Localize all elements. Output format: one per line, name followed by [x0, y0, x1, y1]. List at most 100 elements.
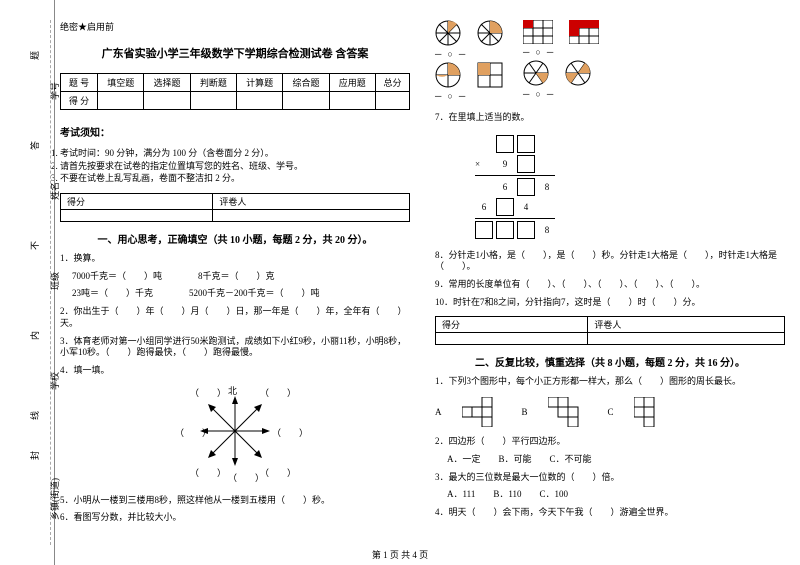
s2-question-2: 2．四边形（ ）平行四边形。 [435, 436, 785, 448]
gutter-mark: 线 [28, 411, 41, 420]
question-2: 2．你出生于（ ）年（ ）月（ ）日，那一年是（ ）年，全年有（ ）天。 [60, 306, 410, 329]
gutter-mark: 内 [28, 331, 41, 340]
compass-blank: （ ） [190, 466, 226, 479]
polyomino-icon [634, 397, 666, 427]
notice-item: 考试时间：90 分钟，满分为 100 分（含卷面分 2 分）。 [60, 148, 410, 160]
question-1: 1．换算。 [60, 253, 410, 265]
compare-symbol: ○ [535, 47, 540, 57]
exam-title: 广东省实验小学三年级数学下学期综合检测试卷 含答案 [60, 45, 410, 61]
option-label: C [608, 407, 614, 417]
q-text: 8千克＝（ ）克 [198, 271, 275, 281]
mini-cell [436, 333, 588, 345]
mini-header: 得分 [436, 317, 588, 333]
compass-blank: （ ） [190, 386, 226, 399]
compass-diagram: 北 （ ） （ ） （ ） （ ） （ ） （ ） （ ） [180, 386, 290, 486]
circle-icon [477, 20, 503, 46]
score-cell [329, 92, 375, 110]
question-5: 5．小明从一楼到三楼用8秒，照这样他从一楼到五楼用（ ）秒。 [60, 495, 410, 507]
digit: 6 [496, 182, 514, 192]
section-1-heading: 一、用心思考，正确填空（共 10 小题，每题 2 分，共 20 分）。 [60, 231, 410, 246]
compare-symbol: ○ [447, 49, 452, 59]
score-header: 总分 [375, 74, 409, 92]
right-column: ─○─ ─○─ ─○─ ─○─ 7．在里填上适当的 [435, 20, 785, 555]
compass-blank: （ ） [272, 426, 308, 439]
gutter-mark: 封 [28, 451, 41, 460]
secret-label: 绝密★启用前 [60, 20, 410, 33]
section-2-heading: 二、反复比较，慎重选择（共 8 小题，每题 2 分，共 16 分）。 [435, 354, 785, 369]
score-header: 应用题 [329, 74, 375, 92]
circle-icon [435, 20, 461, 46]
score-row-label: 得 分 [61, 92, 98, 110]
score-cell [375, 92, 409, 110]
score-cell [98, 92, 144, 110]
digit: 9 [496, 159, 514, 169]
score-header: 判断题 [190, 74, 236, 92]
grader-table-2: 得分评卷人 [435, 316, 785, 345]
mini-cell [61, 210, 213, 222]
notice-list: 考试时间：90 分钟，满分为 100 分（含卷面分 2 分）。 请首先按要求在试… [60, 147, 410, 186]
square-icon [477, 62, 503, 88]
q-text: 5200千克－200千克＝（ ）吨 [189, 288, 320, 298]
option-label: B [522, 407, 528, 417]
compass-blank: （ ） [175, 426, 211, 439]
mini-header: 得分 [61, 194, 213, 210]
grader-table: 得分评卷人 [60, 193, 410, 222]
s2-question-1: 1．下列3个图形中，每个小正方形都一样大，那么（ ）图形的周长最长。 [435, 376, 785, 388]
mini-header: 评卷人 [588, 317, 785, 333]
circle-icon [565, 60, 591, 86]
notice-heading: 考试须知： [60, 124, 410, 139]
score-header: 计算题 [237, 74, 283, 92]
s2-q3-options: A．111 B．110 C．100 [447, 489, 785, 501]
compass-blank: （ ） [260, 386, 296, 399]
question-4: 4．填一填。 [60, 365, 410, 377]
question-7: 7．在里填上适当的数。 [435, 112, 785, 124]
fraction-group: ─○─ ─○─ [523, 20, 599, 101]
q-text: 7000千克＝（ ）吨 [72, 271, 162, 281]
q-text: 23吨＝（ ）千克 [72, 288, 153, 298]
circle-icon [523, 60, 549, 86]
notice-item: 不要在试卷上乱写乱画，卷面不整洁扣 2 分。 [60, 173, 410, 185]
shape-options: A B C [435, 397, 785, 427]
page-content: 绝密★启用前 广东省实验小学三年级数学下学期综合检测试卷 含答案 题 号 填空题… [0, 0, 800, 565]
question-9: 9．常用的长度单位有（ ）、（ ）、（ ）、（ ）、（ ）。 [435, 279, 785, 291]
left-column: 绝密★启用前 广东省实验小学三年级数学下学期综合检测试卷 含答案 题 号 填空题… [60, 20, 410, 555]
s2-question-4: 4．明天（ ）会下雨，今天下午我（ ）游遍全世界。 [435, 507, 785, 519]
mini-header: 评卷人 [213, 194, 410, 210]
mini-cell [588, 333, 785, 345]
question-10: 10．时针在7和8之间，分针指向7，这时是（ ）时（ ）分。 [435, 297, 785, 309]
option-label: A [435, 407, 442, 417]
mini-cell [213, 210, 410, 222]
page-footer: 第 1 页 共 4 页 [0, 548, 800, 561]
polyomino-icon [462, 397, 502, 427]
question-1a: 7000千克＝（ ）吨 8千克＝（ ）克 [72, 271, 410, 283]
fraction-diagrams: ─○─ ─○─ ─○─ ─○─ [435, 20, 785, 101]
binding-gutter: 乡镇(街道) 学校 班级 姓名 学号 封 线 内 不 答 题 [10, 0, 55, 565]
digit: 8 [538, 182, 556, 192]
question-8: 8．分针走1小格，是（ ），是（ ）秒。分针走1大格是（ ），时针走1大格是（ … [435, 250, 785, 273]
score-header: 选择题 [144, 74, 190, 92]
gutter-mark: 不 [28, 241, 41, 250]
score-cell [190, 92, 236, 110]
compass-blank: （ ） [228, 471, 264, 484]
compare-symbol: ○ [447, 91, 452, 101]
score-cell [237, 92, 283, 110]
mult-sign: × [475, 159, 493, 169]
compare-symbol: ○ [535, 89, 540, 99]
score-table: 题 号 填空题 选择题 判断题 计算题 综合题 应用题 总分 得 分 [60, 73, 410, 110]
score-header: 填空题 [98, 74, 144, 92]
score-cell [283, 92, 329, 110]
compass-blank: （ ） [260, 466, 296, 479]
question-1c: 23吨＝（ ）千克 5200千克－200千克＝（ ）吨 [72, 288, 410, 300]
score-header: 题 号 [61, 74, 98, 92]
score-cell [144, 92, 190, 110]
grid-icon [523, 20, 553, 44]
circle-icon [435, 62, 461, 88]
digit: 6 [475, 202, 493, 212]
digit: 4 [517, 202, 535, 212]
notice-item: 请首先按要求在试卷的指定位置填写您的姓名、班级、学号。 [60, 161, 410, 173]
s2-q2-options: A．一定 B．可能 C．不可能 [447, 454, 785, 466]
gutter-mark: 题 [28, 51, 41, 60]
question-6: 6．看图写分数，并比较大小。 [60, 512, 410, 524]
question-3: 3．体育老师对第一小组同学进行50米跑测试，成绩如下小红9秒，小丽11秒，小明8… [60, 336, 410, 359]
polyomino-icon [548, 397, 588, 427]
